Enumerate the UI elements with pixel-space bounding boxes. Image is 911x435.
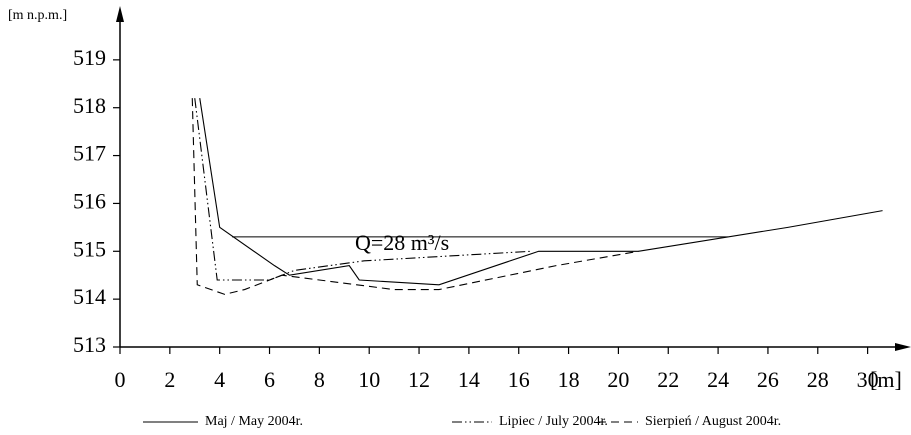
x-tick-label: 12 bbox=[408, 367, 430, 392]
x-tick-label: 8 bbox=[314, 367, 325, 392]
y-tick-label: 514 bbox=[73, 284, 106, 309]
x-tick-label: 14 bbox=[458, 367, 480, 392]
x-tick-label: 26 bbox=[757, 367, 779, 392]
legend-label: Lipiec / July 2004r. bbox=[499, 414, 608, 429]
y-tick-label: 518 bbox=[73, 93, 106, 118]
series-line bbox=[191, 98, 639, 295]
y-arrow bbox=[116, 6, 124, 22]
annotation: Q=28 m³/s bbox=[355, 230, 449, 255]
y-tick-label: 516 bbox=[73, 188, 106, 213]
x-tick-label: 6 bbox=[264, 367, 275, 392]
x-tick-label: 2 bbox=[164, 367, 175, 392]
y-tick-label: 517 bbox=[73, 141, 106, 166]
series-line bbox=[199, 98, 883, 286]
x-arrow bbox=[895, 343, 911, 351]
y-tick-label: 513 bbox=[73, 332, 106, 357]
legend-label: Sierpień / August 2004r. bbox=[645, 414, 781, 429]
x-axis-label: [m] bbox=[870, 367, 902, 392]
y-tick-label: 519 bbox=[73, 45, 106, 70]
x-tick-label: 0 bbox=[115, 367, 126, 392]
x-tick-label: 16 bbox=[508, 367, 530, 392]
x-tick-label: 10 bbox=[358, 367, 380, 392]
y-axis-label: [m n.p.m.] bbox=[8, 8, 67, 23]
x-tick-label: 18 bbox=[558, 367, 580, 392]
x-tick-label: 24 bbox=[707, 367, 729, 392]
x-tick-label: 30 bbox=[857, 367, 879, 392]
x-tick-label: 4 bbox=[214, 367, 225, 392]
x-tick-label: 22 bbox=[657, 367, 679, 392]
y-tick-label: 515 bbox=[73, 236, 106, 261]
legend-label: Maj / May 2004r. bbox=[205, 414, 303, 429]
x-tick-label: 20 bbox=[607, 367, 629, 392]
x-tick-label: 28 bbox=[807, 367, 829, 392]
